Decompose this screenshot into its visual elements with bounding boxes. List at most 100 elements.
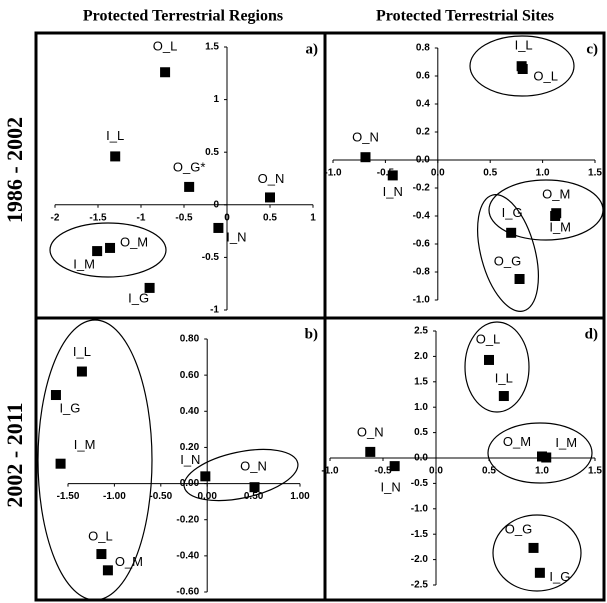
point: [360, 152, 371, 163]
y-tick-label: 0.00: [180, 478, 200, 489]
x-tick-label: -1.00: [103, 491, 126, 502]
x-tick-label: 0.5: [483, 168, 497, 179]
point-label: O_N: [357, 424, 384, 439]
point-label: I_N: [180, 452, 200, 467]
y-tick-label: -1.0: [413, 295, 431, 306]
x-tick-label: 0.0: [431, 168, 445, 179]
point-label: I_M: [549, 219, 571, 234]
y-tick-label: 0.40: [180, 406, 200, 417]
y-tick-label: 0: [213, 199, 219, 210]
x-tick-label: 1: [310, 212, 316, 223]
point-label: I_N: [226, 229, 246, 244]
point-label: I_N: [381, 480, 401, 495]
cluster-ellipse: [477, 194, 539, 312]
point: [389, 461, 400, 472]
column-header: Protected Terrestrial Regions: [83, 8, 283, 25]
y-tick-label: -0.40: [176, 550, 199, 561]
y-tick-label: -0.5: [411, 478, 429, 489]
y-tick-label: -0.8: [413, 267, 431, 278]
point-label: O_G*: [173, 159, 206, 174]
point-label: I_G: [549, 569, 570, 584]
x-tick-label: 1.00: [290, 491, 310, 502]
point-label: I_L: [495, 370, 513, 385]
point: [160, 67, 171, 78]
y-tick-label: -1.5: [411, 529, 429, 540]
point: [92, 246, 103, 257]
point-label: I_L: [73, 344, 91, 359]
cluster-ellipse: [49, 222, 167, 278]
point: [184, 181, 195, 192]
x-tick-label: -1.0: [324, 168, 342, 179]
x-tick-label: -0.50: [149, 491, 172, 502]
point: [200, 471, 211, 482]
cluster-ellipse: [183, 448, 299, 502]
y-tick-label: 1: [213, 94, 219, 105]
point: [144, 282, 155, 293]
y-tick-label: 1.0: [414, 402, 428, 413]
point-label: O_L: [153, 39, 178, 54]
point: [102, 565, 113, 576]
x-tick-label: 0.0: [429, 466, 443, 477]
point-label: O_L: [533, 68, 558, 83]
y-tick-label: -2.5: [411, 580, 429, 591]
y-tick-label: -0.4: [413, 211, 431, 222]
point: [550, 211, 561, 221]
row-header: 1986 - 2002: [2, 117, 27, 223]
x-tick-label: 0.00: [197, 491, 217, 502]
y-tick-label: 0.5: [205, 147, 219, 158]
panel-label: d): [585, 326, 598, 342]
x-tick-label: 0.5: [482, 466, 496, 477]
point-label: I_M: [555, 435, 577, 450]
y-tick-label: -1: [210, 305, 219, 316]
y-tick-label: 0.20: [180, 442, 200, 453]
y-tick-label: -2.0: [411, 554, 429, 565]
y-tick-label: -0.5: [202, 252, 220, 263]
x-tick-label: -0.5: [175, 212, 193, 223]
x-tick-label: -1.50: [57, 491, 80, 502]
point: [105, 242, 116, 253]
point-label: I_G: [59, 400, 80, 415]
y-tick-label: 1.5: [205, 42, 219, 53]
x-tick-label: 0.50: [244, 491, 264, 502]
point: [249, 482, 260, 493]
point-label: I_L: [106, 128, 124, 143]
x-tick-label: -1.5: [89, 212, 107, 223]
cluster-ellipse: [37, 319, 153, 601]
x-tick-label: -0.5: [374, 466, 392, 477]
point-label: O_N: [240, 459, 267, 474]
point-label: O_L: [476, 331, 501, 346]
point-label: O_L: [88, 528, 113, 543]
cluster-ellipse: [487, 422, 593, 484]
point-label: O_G: [505, 521, 532, 536]
y-tick-label: 0.6: [416, 71, 430, 82]
point-label: I_N: [383, 184, 403, 199]
panel-label: c): [586, 41, 598, 57]
y-tick-label: 2.0: [414, 351, 428, 362]
point: [498, 391, 509, 402]
x-tick-label: 1.5: [588, 168, 602, 179]
point: [517, 64, 528, 74]
point-label: O_N: [352, 130, 379, 145]
y-tick-label: 0.4: [416, 99, 430, 110]
point: [50, 390, 61, 401]
point-label: O_M: [120, 234, 148, 249]
x-tick-label: 1.0: [535, 466, 549, 477]
y-tick-label: 0.2: [416, 127, 430, 138]
y-tick-label: -0.2: [413, 183, 431, 194]
point-label: O_N: [258, 171, 285, 186]
panel-label: a): [306, 41, 319, 57]
y-tick-label: -1.0: [411, 503, 429, 514]
x-tick-label: -0.5: [377, 168, 395, 179]
panel-label: b): [305, 326, 318, 342]
point: [213, 222, 224, 233]
cluster-ellipse: [464, 321, 530, 413]
x-tick-label: 0.5: [263, 212, 277, 223]
point-label: I_G: [128, 290, 149, 305]
point: [528, 542, 539, 553]
point: [365, 446, 376, 457]
point-label: I_M: [73, 257, 95, 272]
point-label: O_M: [115, 554, 143, 569]
y-tick-label: 0.80: [180, 334, 200, 345]
y-tick-label: 0.5: [414, 427, 428, 438]
